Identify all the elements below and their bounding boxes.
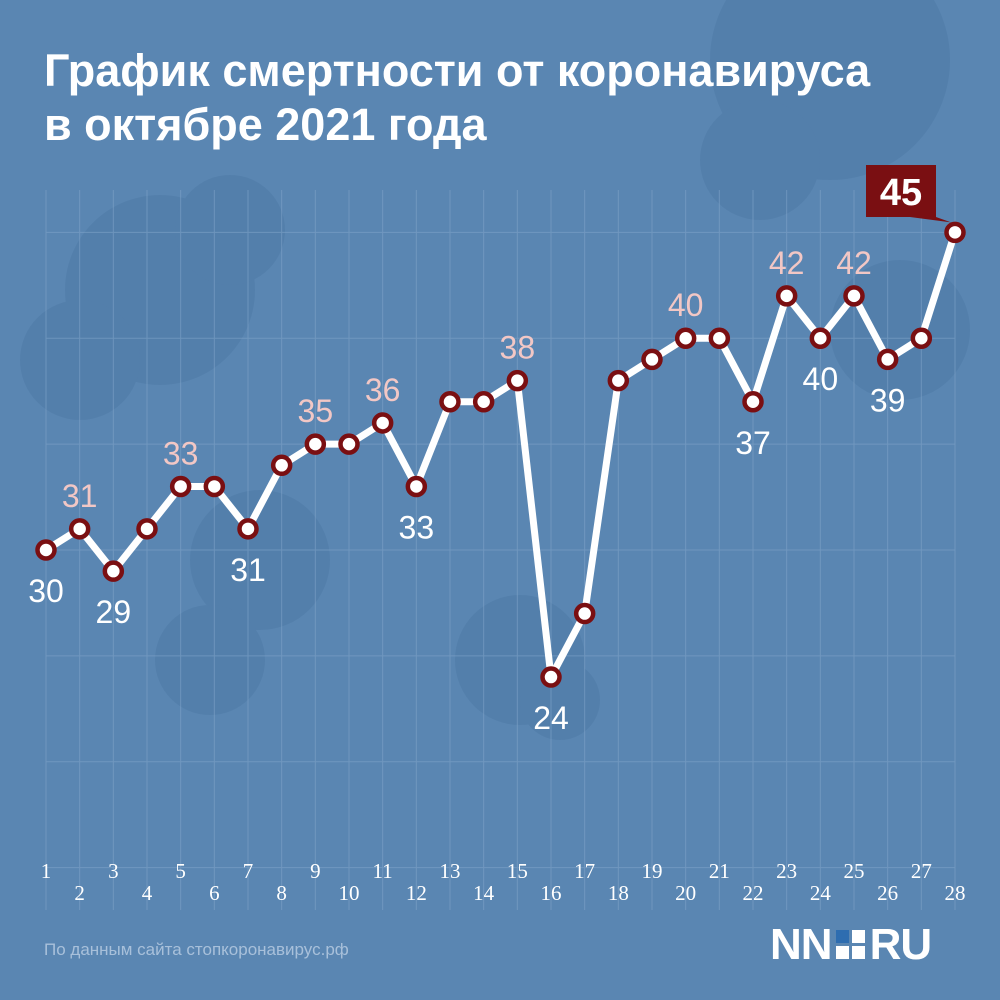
data-point-day-17: [573, 602, 596, 625]
data-point-day-21: [708, 327, 731, 349]
data-point-day-15: [506, 369, 529, 392]
data-point-day-26: [876, 348, 899, 371]
x-tick-label: 17: [574, 859, 595, 883]
data-label: 33: [163, 435, 199, 471]
data-label: 42: [769, 245, 805, 281]
data-point-day-1: [35, 539, 57, 561]
x-tick-label: 14: [473, 881, 495, 905]
data-label: 31: [230, 552, 266, 588]
data-label: 29: [96, 594, 132, 630]
x-tick-label: 23: [776, 859, 797, 883]
data-point-day-6: [203, 475, 226, 498]
data-label: 38: [500, 330, 536, 366]
data-point-day-5: [169, 475, 192, 498]
data-label: 24: [533, 700, 569, 736]
x-tick-label: 1: [41, 859, 52, 883]
data-point-day-19: [641, 348, 663, 371]
x-tick-label: 22: [743, 881, 764, 905]
x-tick-label: 11: [373, 859, 393, 883]
highlight-value-label: 45: [880, 172, 922, 214]
x-tick-label: 15: [507, 859, 528, 883]
x-tick-label: 18: [608, 881, 629, 905]
highlight-callout-box: [866, 165, 951, 223]
x-tick-label: 9: [310, 859, 321, 883]
x-tick-label: 3: [108, 859, 119, 883]
data-label: 35: [298, 393, 334, 429]
source-note: По данным сайта стопкоронавирус.рф: [44, 940, 349, 959]
data-point-day-18: [607, 369, 630, 392]
data-point-day-25: [843, 285, 865, 307]
x-tick-label: 21: [709, 859, 730, 883]
brand-logo: NN RU: [770, 920, 932, 969]
data-label: 40: [803, 361, 839, 397]
data-point-day-22: [742, 391, 764, 413]
data-point-day-24: [809, 327, 832, 349]
data-point-day-3: [102, 560, 125, 582]
x-tick-label: 4: [142, 881, 153, 905]
data-point-day-4: [136, 518, 158, 540]
logo-text-left: NN: [770, 920, 833, 969]
x-tick-label: 2: [74, 881, 85, 905]
x-tick-label: 19: [642, 859, 663, 883]
data-label: 36: [365, 372, 401, 408]
x-tick-label: 5: [175, 859, 186, 883]
data-point-day-2: [68, 518, 91, 540]
data-point-day-16: [540, 666, 562, 688]
x-tick-label: 7: [243, 859, 254, 883]
logo-squares-icon: [835, 930, 866, 960]
logo-text-right: RU: [869, 920, 933, 969]
x-tick-label: 27: [911, 859, 932, 883]
x-tick-label: 16: [541, 881, 562, 905]
x-tick-label: 8: [276, 881, 287, 905]
data-point-day-20: [674, 327, 697, 349]
data-point-day-11: [371, 412, 394, 434]
x-tick-label: 10: [339, 881, 360, 905]
x-tick-label: 24: [810, 881, 832, 905]
x-tick-label: 13: [440, 859, 461, 883]
x-tick-label: 6: [209, 881, 220, 905]
data-point-day-27: [910, 327, 933, 349]
x-tick-label: 25: [844, 859, 865, 883]
data-label: 31: [62, 478, 98, 514]
data-label: 39: [870, 382, 906, 418]
data-label: 37: [735, 425, 771, 461]
data-point-day-13: [439, 391, 461, 413]
data-label: 40: [668, 287, 704, 323]
data-label: 30: [28, 573, 64, 609]
data-point-day-23: [775, 285, 798, 307]
data-point-day-9: [304, 433, 327, 455]
data-point-day-7: [237, 518, 259, 540]
x-tick-label: 26: [877, 881, 898, 905]
series-line: [42, 228, 959, 681]
chart-title: График смертности от коронавируса в октя…: [44, 44, 870, 152]
data-point-day-10: [338, 433, 360, 455]
data-point-day-28: [944, 221, 966, 244]
x-tick-label: 20: [675, 881, 696, 905]
data-point-day-14: [472, 391, 495, 413]
data-label: 33: [399, 509, 435, 545]
x-tick-label: 12: [406, 881, 427, 905]
data-point-day-8: [270, 454, 293, 477]
chart-title-line-1: График смертности от коронавируса: [44, 45, 871, 96]
data-label: 42: [836, 245, 872, 281]
data-point-day-12: [405, 475, 428, 498]
chart-title-line-2: в октябре 2021 года: [44, 99, 487, 150]
x-tick-label: 28: [945, 881, 966, 905]
